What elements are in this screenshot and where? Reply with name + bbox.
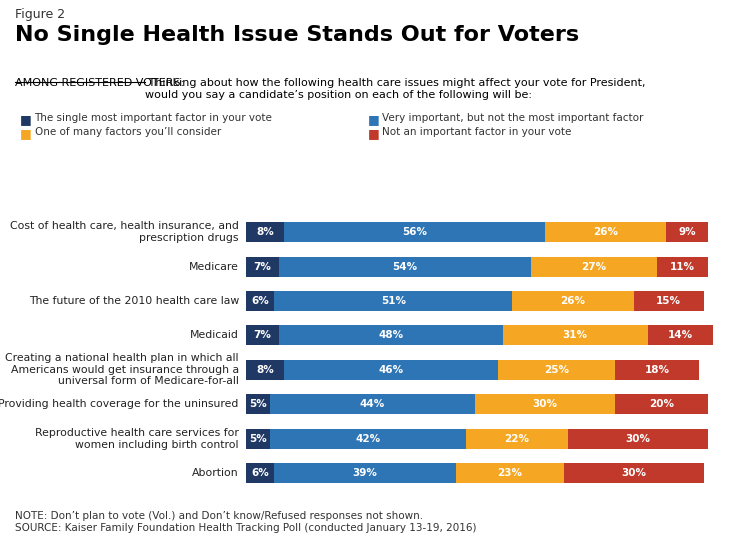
Text: 56%: 56% bbox=[402, 227, 427, 237]
Text: 14%: 14% bbox=[667, 331, 693, 341]
Text: FAMILY: FAMILY bbox=[656, 526, 693, 536]
Text: ■: ■ bbox=[20, 113, 32, 126]
Text: 20%: 20% bbox=[649, 399, 674, 409]
Bar bbox=[666, 222, 709, 242]
Bar bbox=[512, 291, 634, 311]
Bar bbox=[274, 463, 456, 483]
Bar bbox=[568, 429, 709, 449]
Text: Figure 2: Figure 2 bbox=[15, 8, 65, 21]
Bar bbox=[456, 463, 564, 483]
Text: 6%: 6% bbox=[251, 296, 269, 306]
Bar bbox=[284, 360, 498, 380]
Bar bbox=[246, 291, 274, 311]
Text: 44%: 44% bbox=[359, 399, 385, 409]
Text: 22%: 22% bbox=[504, 434, 529, 444]
Bar bbox=[634, 291, 703, 311]
Text: FOUNDATION: FOUNDATION bbox=[651, 539, 698, 544]
Text: 26%: 26% bbox=[593, 227, 618, 237]
Bar bbox=[246, 395, 270, 414]
Text: 8%: 8% bbox=[256, 365, 273, 375]
Text: Very important, but not the most important factor: Very important, but not the most importa… bbox=[382, 113, 644, 123]
Text: THE HENRY J.: THE HENRY J. bbox=[651, 502, 698, 507]
Text: AMONG REGISTERED VOTERS:: AMONG REGISTERED VOTERS: bbox=[15, 78, 184, 88]
Bar bbox=[279, 257, 531, 277]
Bar bbox=[475, 395, 615, 414]
Text: 5%: 5% bbox=[249, 434, 267, 444]
Text: The future of the 2010 health care law: The future of the 2010 health care law bbox=[29, 296, 239, 306]
Text: 51%: 51% bbox=[381, 296, 406, 306]
Text: 11%: 11% bbox=[670, 262, 695, 272]
Text: 30%: 30% bbox=[621, 468, 646, 478]
Text: 48%: 48% bbox=[379, 331, 404, 341]
Text: No Single Health Issue Stands Out for Voters: No Single Health Issue Stands Out for Vo… bbox=[15, 25, 579, 45]
Text: KAISER: KAISER bbox=[648, 512, 701, 525]
Text: 26%: 26% bbox=[560, 296, 586, 306]
Bar bbox=[246, 257, 279, 277]
Text: Abortion: Abortion bbox=[193, 468, 239, 478]
Bar bbox=[615, 360, 699, 380]
Text: Medicare: Medicare bbox=[189, 262, 239, 272]
Text: Providing health coverage for the uninsured: Providing health coverage for the uninsu… bbox=[0, 399, 239, 409]
Text: 39%: 39% bbox=[353, 468, 378, 478]
Text: One of many factors you’ll consider: One of many factors you’ll consider bbox=[35, 127, 220, 137]
Bar bbox=[648, 326, 713, 345]
Bar bbox=[274, 291, 512, 311]
Text: Cost of health care, health insurance, and
prescription drugs: Cost of health care, health insurance, a… bbox=[10, 222, 239, 243]
Bar bbox=[270, 395, 475, 414]
Bar bbox=[270, 429, 465, 449]
Text: Medicaid: Medicaid bbox=[190, 331, 239, 341]
Text: Thinking about how the following health care issues might affect your vote for P: Thinking about how the following health … bbox=[145, 78, 645, 100]
Text: 31%: 31% bbox=[563, 331, 588, 341]
Text: Not an important factor in your vote: Not an important factor in your vote bbox=[382, 127, 572, 137]
Bar bbox=[279, 326, 503, 345]
Text: Creating a national health plan in which all
Americans would get insurance throu: Creating a national health plan in which… bbox=[5, 353, 239, 386]
Text: 7%: 7% bbox=[254, 331, 271, 341]
Bar bbox=[246, 326, 279, 345]
Bar bbox=[564, 463, 703, 483]
Bar bbox=[545, 222, 666, 242]
Bar bbox=[284, 222, 545, 242]
Bar bbox=[498, 360, 615, 380]
Text: 46%: 46% bbox=[379, 365, 404, 375]
Bar bbox=[465, 429, 568, 449]
Text: Reproductive health care services for
women including birth control: Reproductive health care services for wo… bbox=[35, 428, 239, 450]
Text: 54%: 54% bbox=[392, 262, 417, 272]
Text: 30%: 30% bbox=[625, 434, 650, 444]
Text: 15%: 15% bbox=[656, 296, 681, 306]
Text: 30%: 30% bbox=[532, 399, 557, 409]
Text: 18%: 18% bbox=[645, 365, 670, 375]
Text: 6%: 6% bbox=[251, 468, 269, 478]
Text: ■: ■ bbox=[20, 127, 32, 140]
Text: 5%: 5% bbox=[249, 399, 267, 409]
Bar bbox=[246, 360, 284, 380]
Bar bbox=[615, 395, 709, 414]
Bar bbox=[531, 257, 657, 277]
Text: 42%: 42% bbox=[355, 434, 380, 444]
Text: The single most important factor in your vote: The single most important factor in your… bbox=[35, 113, 273, 123]
Text: 25%: 25% bbox=[544, 365, 569, 375]
Text: NOTE: Don’t plan to vote (Vol.) and Don’t know/Refused responses not shown.
SOUR: NOTE: Don’t plan to vote (Vol.) and Don’… bbox=[15, 511, 476, 533]
Text: 9%: 9% bbox=[678, 227, 696, 237]
Bar bbox=[246, 463, 274, 483]
Bar bbox=[657, 257, 709, 277]
Text: 7%: 7% bbox=[254, 262, 271, 272]
Text: 8%: 8% bbox=[256, 227, 273, 237]
Bar bbox=[246, 222, 284, 242]
Text: 23%: 23% bbox=[498, 468, 523, 478]
Bar bbox=[503, 326, 648, 345]
Text: ■: ■ bbox=[368, 127, 379, 140]
Text: ■: ■ bbox=[368, 113, 379, 126]
Bar bbox=[246, 429, 270, 449]
Text: 27%: 27% bbox=[581, 262, 606, 272]
